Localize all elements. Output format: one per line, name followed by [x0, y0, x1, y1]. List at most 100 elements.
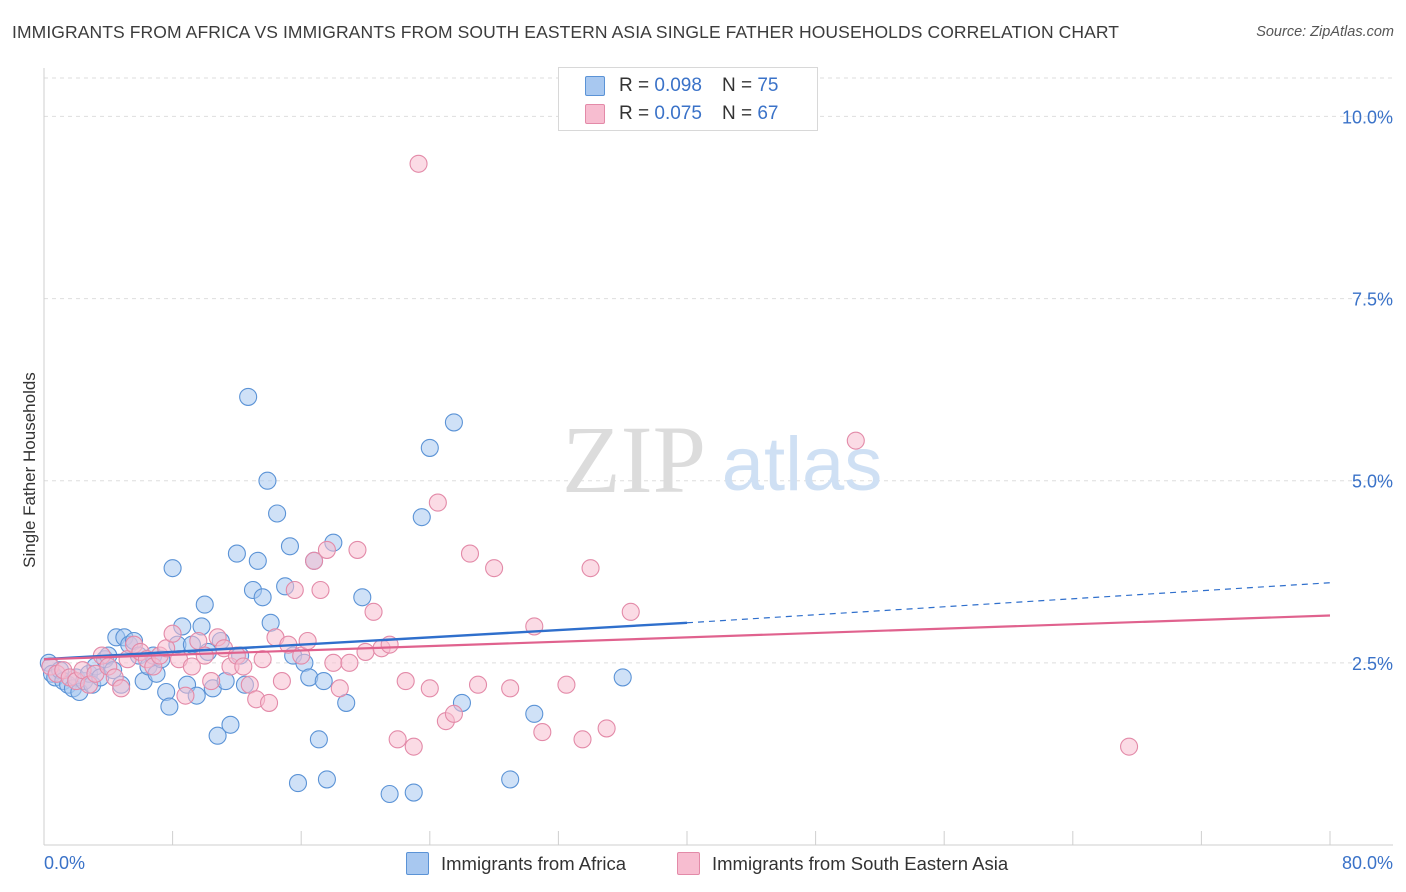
series-legend-swatch-asia [677, 852, 700, 875]
data-point-asia [272, 672, 291, 691]
trend-line-africa [43, 621, 688, 661]
data-point-asia [573, 730, 592, 749]
data-point-africa [258, 471, 277, 490]
source-credit: Source: ZipAtlas.com [1256, 24, 1394, 40]
legend-r-label: R = [619, 103, 650, 124]
data-point-asia [176, 686, 195, 705]
legend-r-value-asia: 0.075 [654, 103, 702, 124]
legend-swatch-asia [585, 104, 605, 124]
data-point-africa [444, 413, 463, 432]
data-point-asia [112, 679, 131, 698]
data-point-asia [404, 737, 423, 756]
data-point-asia [182, 657, 201, 676]
axes [43, 68, 1393, 846]
x-tick-label-min: 0.0% [44, 853, 85, 873]
x-tick-label-max: 80.0% [1342, 853, 1393, 873]
data-point-africa [420, 438, 439, 457]
data-point-africa [380, 784, 399, 804]
data-point-asia [444, 704, 463, 723]
data-point-africa [227, 544, 246, 563]
data-point-africa [195, 595, 214, 614]
data-point-africa [253, 588, 272, 607]
data-point-asia [428, 493, 447, 512]
data-point-asia [305, 551, 324, 570]
data-point-asia [1120, 737, 1139, 756]
data-point-asia [259, 693, 279, 712]
data-point-asia [468, 675, 488, 694]
legend-row-asia: R = 0.075 N = 67 [585, 101, 778, 127]
data-point-asia [202, 672, 221, 691]
data-point-asia [311, 580, 330, 600]
data-point-asia [581, 559, 600, 578]
data-point-asia [285, 580, 304, 600]
data-point-africa [221, 715, 240, 734]
series-legend-label-asia: Immigrants from South Eastern Asia [712, 852, 1009, 874]
series-asia-points [41, 154, 1139, 756]
y-tick-label: 2.5% [1352, 654, 1393, 674]
legend-r-label: R = [619, 75, 650, 96]
data-point-africa [208, 726, 227, 745]
legend-swatch-africa [585, 76, 605, 96]
series-legend: Immigrants from Africa Immigrants from S… [0, 851, 1406, 879]
data-point-africa [613, 668, 632, 687]
data-point-africa [314, 672, 333, 691]
data-point-asia [163, 624, 182, 643]
y-axis-label: Single Father Households [20, 372, 39, 568]
data-point-africa [248, 551, 267, 570]
data-point-asia [396, 672, 415, 691]
data-point-asia [460, 544, 480, 563]
data-point-asia [324, 653, 343, 672]
data-point-asia [317, 540, 336, 559]
legend-n-value-asia: 67 [757, 103, 779, 124]
legend-r-value-africa: 0.098 [654, 75, 702, 96]
data-point-asia [597, 719, 616, 738]
series-legend-africa[interactable]: Immigrants from Africa [406, 852, 626, 875]
data-point-asia [298, 631, 317, 651]
legend-row-africa: R = 0.098 N = 75 [585, 73, 778, 99]
chart-title: IMMIGRANTS FROM AFRICA VS IMMIGRANTS FRO… [12, 22, 1120, 42]
data-point-asia [409, 154, 428, 173]
data-point-asia [348, 540, 367, 559]
data-point-asia [533, 723, 552, 742]
data-point-asia [501, 679, 520, 698]
data-point-africa [317, 770, 336, 789]
trend-lines [43, 582, 1331, 661]
data-point-africa [239, 387, 258, 406]
data-point-africa [288, 774, 308, 793]
data-point-africa [501, 770, 520, 789]
data-point-asia [356, 642, 375, 661]
data-point-africa [163, 559, 182, 578]
series-legend-swatch-africa [406, 852, 429, 875]
data-point-asia [330, 679, 349, 698]
data-point-africa [404, 783, 423, 802]
data-point-africa [268, 504, 287, 523]
data-point-asia [420, 679, 439, 698]
series-legend-asia[interactable]: Immigrants from South Eastern Asia [677, 852, 1008, 875]
data-point-africa [412, 508, 431, 527]
data-point-asia [485, 559, 504, 578]
data-point-africa [160, 697, 179, 716]
trend-line-africa-extension [686, 582, 1331, 624]
legend-n-label: N = [721, 103, 753, 124]
data-point-asia [388, 730, 407, 749]
data-point-asia [364, 602, 383, 621]
gridlines [44, 77, 1393, 664]
tick-labels: 2.5% 5.0% 7.5% 10.0% 0.0% 80.0% [44, 107, 1393, 873]
data-point-asia [557, 675, 576, 694]
data-point-africa [353, 588, 372, 607]
trend-line-asia [43, 614, 1331, 661]
y-tick-label: 5.0% [1352, 472, 1393, 492]
legend-n-value-africa: 75 [757, 75, 779, 96]
y-axis-label-container: Single Father Households [10, 300, 50, 640]
watermark: ZIP atlas [562, 406, 882, 513]
data-point-asia [846, 431, 865, 450]
stats-legend: R = 0.098 N = 75 R = 0.075 N = 67 [558, 67, 818, 131]
data-point-asia [621, 602, 640, 621]
data-point-africa [525, 704, 544, 723]
y-tick-label: 7.5% [1352, 290, 1393, 310]
data-point-asia [253, 650, 272, 669]
watermark-zip: ZIP [562, 406, 706, 513]
legend-n-label: N = [721, 75, 753, 96]
y-tick-label: 10.0% [1342, 107, 1393, 127]
